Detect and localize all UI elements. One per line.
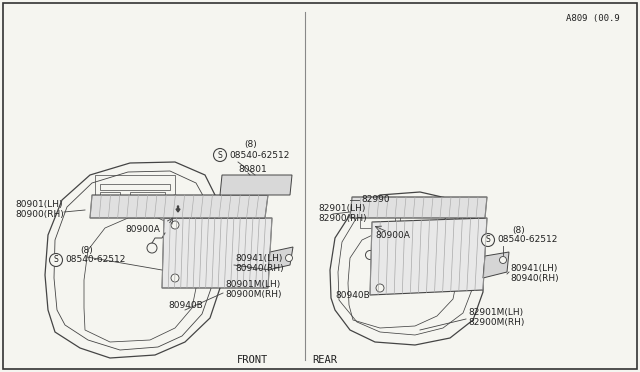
FancyArrow shape	[176, 206, 180, 212]
Polygon shape	[370, 218, 487, 295]
Text: S: S	[54, 256, 58, 264]
Text: (8): (8)	[244, 141, 257, 150]
Text: 80941(LH): 80941(LH)	[510, 263, 557, 273]
Text: 80901M(LH): 80901M(LH)	[225, 280, 280, 289]
Circle shape	[499, 257, 506, 263]
Polygon shape	[268, 247, 293, 270]
Text: A809 (00.9: A809 (00.9	[566, 13, 620, 22]
Polygon shape	[90, 195, 268, 218]
Text: S: S	[486, 235, 490, 244]
Text: 82900(RH): 82900(RH)	[318, 214, 367, 222]
Text: 80940B: 80940B	[335, 291, 370, 299]
Text: S: S	[218, 151, 222, 160]
Circle shape	[365, 250, 374, 260]
Polygon shape	[350, 197, 487, 218]
Text: 08540-62512: 08540-62512	[229, 151, 289, 160]
Circle shape	[214, 148, 227, 161]
Circle shape	[481, 234, 495, 247]
Text: 08540-62512: 08540-62512	[65, 256, 125, 264]
Text: 80940B: 80940B	[168, 301, 203, 310]
Polygon shape	[220, 175, 292, 195]
Text: (8): (8)	[80, 246, 93, 254]
Circle shape	[147, 243, 157, 253]
Text: 80900(RH): 80900(RH)	[15, 211, 64, 219]
Circle shape	[376, 284, 384, 292]
Text: 08540-62512: 08540-62512	[497, 235, 557, 244]
Text: (8): (8)	[512, 225, 525, 234]
Text: REAR: REAR	[312, 355, 337, 365]
Text: FRONT: FRONT	[237, 355, 268, 365]
Text: 80900A: 80900A	[125, 225, 160, 234]
Text: 80900A: 80900A	[375, 231, 410, 240]
Polygon shape	[162, 218, 272, 288]
Text: 80900M(RH): 80900M(RH)	[225, 291, 282, 299]
Text: 80941(LH): 80941(LH)	[235, 253, 282, 263]
Text: 80940(RH): 80940(RH)	[235, 263, 284, 273]
Text: 82901(LH): 82901(LH)	[318, 203, 365, 212]
Circle shape	[171, 274, 179, 282]
Text: 82901M(LH): 82901M(LH)	[468, 308, 523, 317]
Text: 80901(LH): 80901(LH)	[15, 201, 63, 209]
Circle shape	[171, 221, 179, 229]
Circle shape	[285, 254, 292, 262]
Text: 82990: 82990	[361, 196, 390, 205]
Polygon shape	[483, 252, 509, 278]
Circle shape	[49, 253, 63, 266]
Text: 82900M(RH): 82900M(RH)	[468, 317, 524, 327]
Text: 80940(RH): 80940(RH)	[510, 273, 559, 282]
Text: 80801: 80801	[238, 166, 267, 174]
